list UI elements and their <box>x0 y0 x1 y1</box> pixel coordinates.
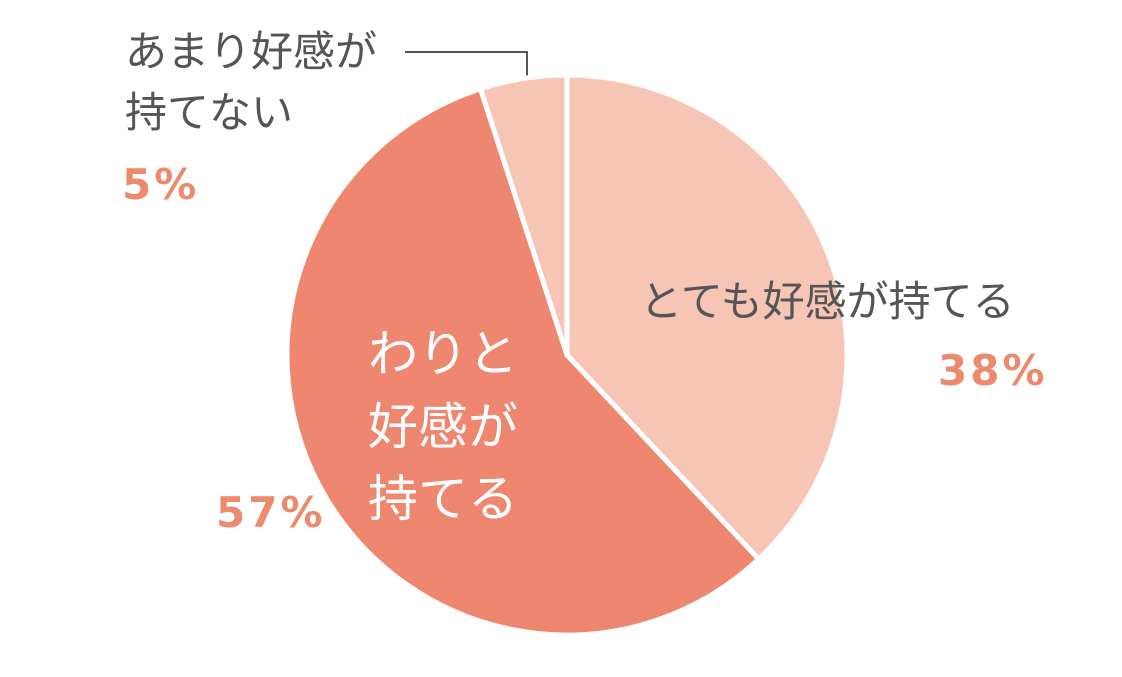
value-label: 57% <box>216 488 326 537</box>
value-label: 38% <box>938 346 1048 395</box>
slice-label: あまり好感が持てない <box>125 27 378 137</box>
pie-slice <box>564 72 850 562</box>
slice-label: とても好感が持てる <box>640 277 1015 326</box>
pie-slice <box>284 86 762 638</box>
slice-label: わりと好感が持てる <box>368 325 518 528</box>
pie-slice <box>477 72 570 358</box>
value-label: 5% <box>122 160 200 209</box>
